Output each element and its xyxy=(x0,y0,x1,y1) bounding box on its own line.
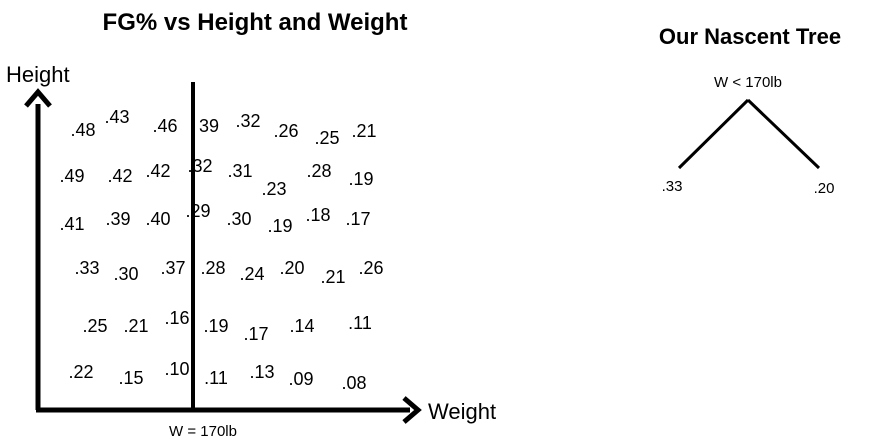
fg-value: .17 xyxy=(243,324,268,344)
fg-value: .30 xyxy=(113,264,138,284)
tree-left-branch xyxy=(677,98,750,170)
fg-value: .39 xyxy=(105,209,130,229)
split-label: W = 170lb xyxy=(169,423,237,440)
fg-value: .17 xyxy=(345,209,370,229)
fg-value: .20 xyxy=(279,258,304,278)
fg-value: .24 xyxy=(239,264,264,284)
fg-value: .19 xyxy=(348,169,373,189)
fg-value: .26 xyxy=(273,121,298,141)
scatter-title: FG% vs Height and Weight xyxy=(103,9,408,36)
tree-right-branch xyxy=(746,98,821,170)
fg-value: .26 xyxy=(358,258,383,278)
fg-value: .21 xyxy=(351,121,376,141)
tree-right-leaf: .20 xyxy=(814,180,835,197)
fg-value: .42 xyxy=(107,166,132,186)
fg-value: .30 xyxy=(226,209,251,229)
fg-value: .15 xyxy=(118,368,143,388)
fg-value: .48 xyxy=(70,120,95,140)
y-axis-arrowhead xyxy=(24,88,52,108)
fg-value: .37 xyxy=(160,258,185,278)
x-axis-label: Weight xyxy=(428,399,496,424)
fg-value: .29 xyxy=(185,201,210,221)
fg-value: .32 xyxy=(187,156,212,176)
fg-value: .22 xyxy=(68,362,93,382)
fg-value: .25 xyxy=(82,316,107,336)
fg-values: .48 .43 .46 39 .32 .26 .25 .21 .49 .42 .42 .32 .31 .2… xyxy=(59,107,383,393)
x-axis-arrowhead xyxy=(402,396,422,424)
fg-value: .16 xyxy=(164,308,189,328)
fg-value: .28 xyxy=(306,161,331,181)
fg-value: .13 xyxy=(249,362,274,382)
fg-value: .11 xyxy=(348,313,372,333)
fg-value: 39 xyxy=(199,116,219,136)
fg-value: .23 xyxy=(261,179,286,199)
tree-root-label: W < 170lb xyxy=(714,74,782,91)
fg-value: .46 xyxy=(152,116,177,136)
fg-value: .41 xyxy=(59,214,84,234)
fg-value: .42 xyxy=(145,161,170,181)
fg-value: .33 xyxy=(74,258,99,278)
fg-value: .28 xyxy=(200,258,225,278)
fg-value: .32 xyxy=(235,111,260,131)
fg-value: .09 xyxy=(288,369,313,389)
fg-value: .08 xyxy=(341,373,366,393)
fg-value: .21 xyxy=(320,267,345,287)
fg-value: .10 xyxy=(164,359,189,379)
fg-value: .40 xyxy=(145,209,170,229)
tree-left-leaf: .33 xyxy=(662,178,683,195)
fg-value: .31 xyxy=(227,161,252,181)
fg-value: .25 xyxy=(314,128,339,148)
fg-value: .11 xyxy=(204,368,228,388)
fg-value: .43 xyxy=(104,107,129,127)
y-axis-label: Height xyxy=(6,62,70,87)
fg-value: .19 xyxy=(267,216,292,236)
fg-value: .18 xyxy=(305,205,330,225)
tree-title: Our Nascent Tree xyxy=(659,24,841,49)
fg-value: .19 xyxy=(203,316,228,336)
fg-value: .14 xyxy=(289,316,314,336)
fg-value: .21 xyxy=(123,316,148,336)
fg-value: .49 xyxy=(59,166,84,186)
